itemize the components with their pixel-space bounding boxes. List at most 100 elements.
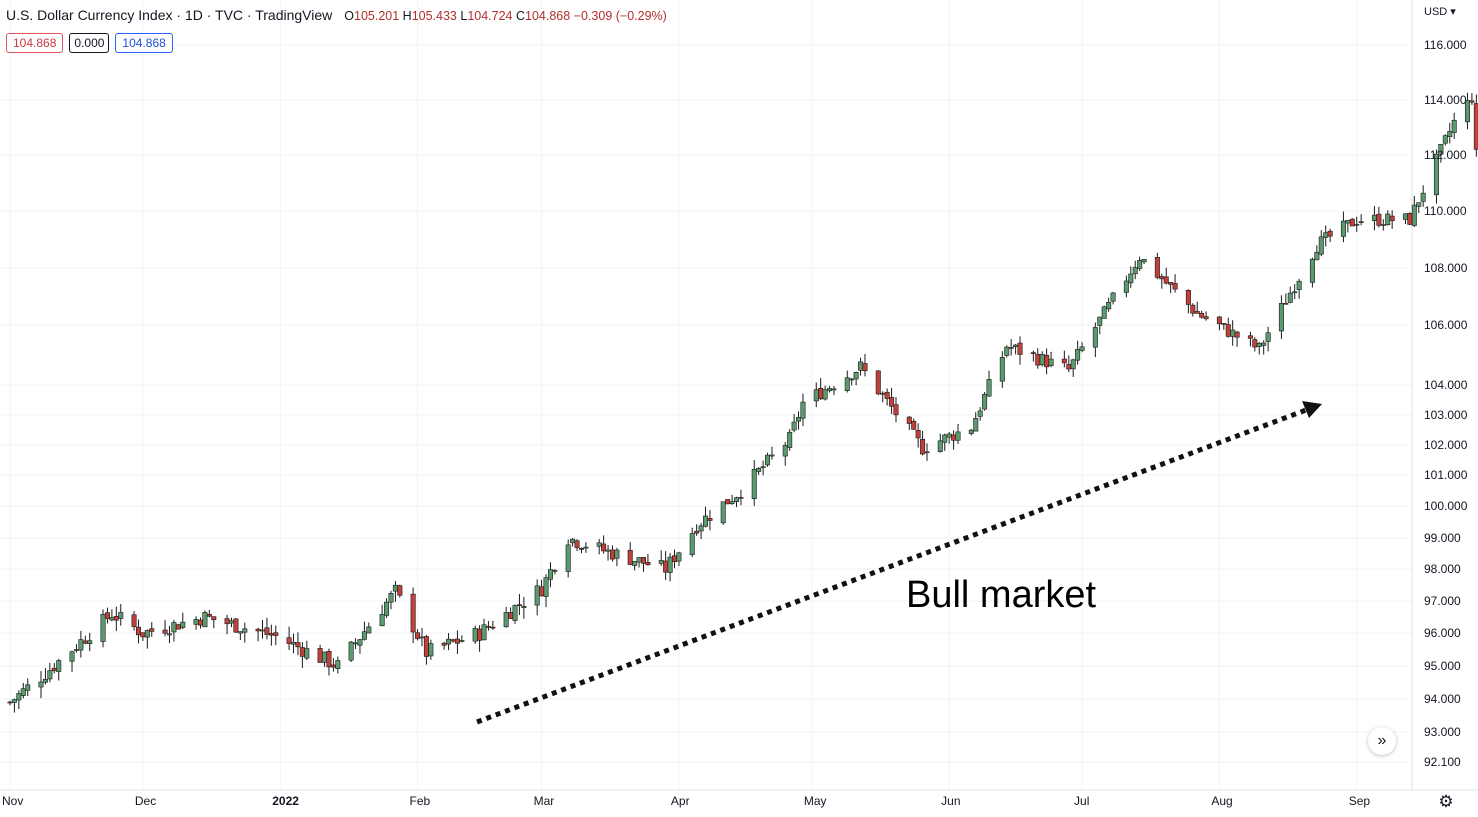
buy-price-button[interactable]: 104.868 xyxy=(115,33,173,53)
candle-up xyxy=(1380,224,1386,226)
candle-up xyxy=(118,612,124,619)
time-scale[interactable]: Nov Dec 2022 Feb Mar Apr May Jun Jul Aug Sep xyxy=(2,794,1370,808)
y-tick-label: 102.000 xyxy=(1424,438,1468,452)
candle-up xyxy=(1442,135,1448,144)
candle-up xyxy=(1438,143,1444,155)
candle-down xyxy=(7,701,13,704)
candle-down xyxy=(104,612,110,619)
candle-up xyxy=(1292,291,1298,294)
price-scale[interactable]: 116.000 114.000 112.000 110.000 108.000 106.0… xyxy=(1424,38,1468,769)
candle-up xyxy=(1137,260,1143,269)
candle-up xyxy=(237,631,243,634)
candle-up xyxy=(534,585,540,606)
candle-up xyxy=(844,377,850,391)
candle-down xyxy=(255,628,261,632)
candle-up xyxy=(1318,236,1324,255)
candle-up xyxy=(1070,359,1076,370)
candle-up xyxy=(16,693,22,701)
candle-up xyxy=(87,640,93,644)
candle-down xyxy=(131,614,137,627)
y-tick-label: 110.000 xyxy=(1424,204,1467,218)
chart-settings-button[interactable]: ⚙ xyxy=(1436,792,1456,812)
candle-down xyxy=(1194,311,1200,314)
candle-up xyxy=(1309,258,1315,283)
candle-up xyxy=(565,544,571,572)
candle-up xyxy=(180,621,186,628)
scroll-to-realtime-button[interactable]: » xyxy=(1368,727,1396,755)
candle-down xyxy=(1234,331,1240,338)
y-tick-label: 92.100 xyxy=(1424,755,1461,769)
candle-down xyxy=(1044,354,1050,368)
candle-up xyxy=(291,641,297,645)
candle-up xyxy=(69,651,75,662)
candle-down xyxy=(1203,316,1209,320)
candle-up xyxy=(689,533,695,556)
candle-down xyxy=(818,388,824,400)
candle-up xyxy=(73,649,79,651)
candle-up xyxy=(1110,292,1116,302)
candle-up xyxy=(1097,316,1103,326)
candle-down xyxy=(516,604,522,606)
sell-price-button[interactable]: 104.868 xyxy=(6,33,64,53)
candle-down xyxy=(140,632,146,638)
candle-up xyxy=(109,617,115,621)
candle-down xyxy=(1327,230,1333,237)
candle-up xyxy=(322,651,328,663)
y-tick-label: 116.000 xyxy=(1424,38,1467,52)
candle-up xyxy=(1075,349,1081,361)
candle-down xyxy=(889,397,895,407)
candle-up xyxy=(1447,131,1453,137)
candle-down xyxy=(224,618,230,625)
candle-up xyxy=(982,393,988,410)
candle-up xyxy=(596,542,602,547)
y-tick-label: 114.000 xyxy=(1424,93,1467,107)
candle-down xyxy=(410,593,416,633)
x-tick-label: 2022 xyxy=(272,794,299,808)
candle-up xyxy=(1004,346,1010,356)
y-tick-label: 101.000 xyxy=(1424,468,1468,482)
y-tick-label: 99.000 xyxy=(1424,531,1461,545)
candle-down xyxy=(1216,316,1222,325)
trend-arrow xyxy=(476,407,1307,725)
candle-down xyxy=(1247,335,1253,339)
candle-up xyxy=(831,388,837,391)
candle-down xyxy=(880,392,886,395)
candle-up xyxy=(361,631,367,640)
candle-up xyxy=(472,628,478,642)
candle-up xyxy=(760,466,766,469)
candle-down xyxy=(694,530,700,534)
candle-up xyxy=(1451,119,1457,133)
candle-up xyxy=(379,614,385,627)
candle-down xyxy=(149,628,155,632)
candle-down xyxy=(862,363,868,372)
candle-up xyxy=(1420,192,1426,202)
candles-layer xyxy=(7,92,1478,713)
candle-down xyxy=(1221,323,1227,325)
candle-down xyxy=(477,628,483,641)
candle-up xyxy=(1141,258,1147,263)
candle-up xyxy=(1261,342,1267,346)
candle-up xyxy=(676,552,682,562)
candle-up xyxy=(1464,99,1470,123)
y-tick-label: 108.000 xyxy=(1424,261,1468,275)
open-value: 105.201 xyxy=(354,9,400,23)
candle-up xyxy=(512,605,518,621)
candle-up xyxy=(1296,280,1302,291)
currency-selector[interactable]: USD ▾ xyxy=(1424,6,1456,18)
candle-down xyxy=(1349,218,1355,227)
candle-down xyxy=(268,633,274,636)
high-value: 105.433 xyxy=(411,9,457,23)
y-tick-label: 94.000 xyxy=(1424,692,1461,706)
candle-up xyxy=(388,593,394,603)
candle-down xyxy=(441,642,447,646)
candle-up xyxy=(384,601,390,616)
x-tick-label: Nov xyxy=(2,794,23,808)
candle-down xyxy=(1008,347,1014,349)
chevron-down-icon: ▾ xyxy=(1447,6,1456,18)
candle-down xyxy=(663,560,669,573)
candle-up xyxy=(999,357,1005,382)
y-tick-label: 98.000 xyxy=(1424,562,1461,576)
candle-up xyxy=(614,549,620,559)
candle-up xyxy=(800,401,806,419)
